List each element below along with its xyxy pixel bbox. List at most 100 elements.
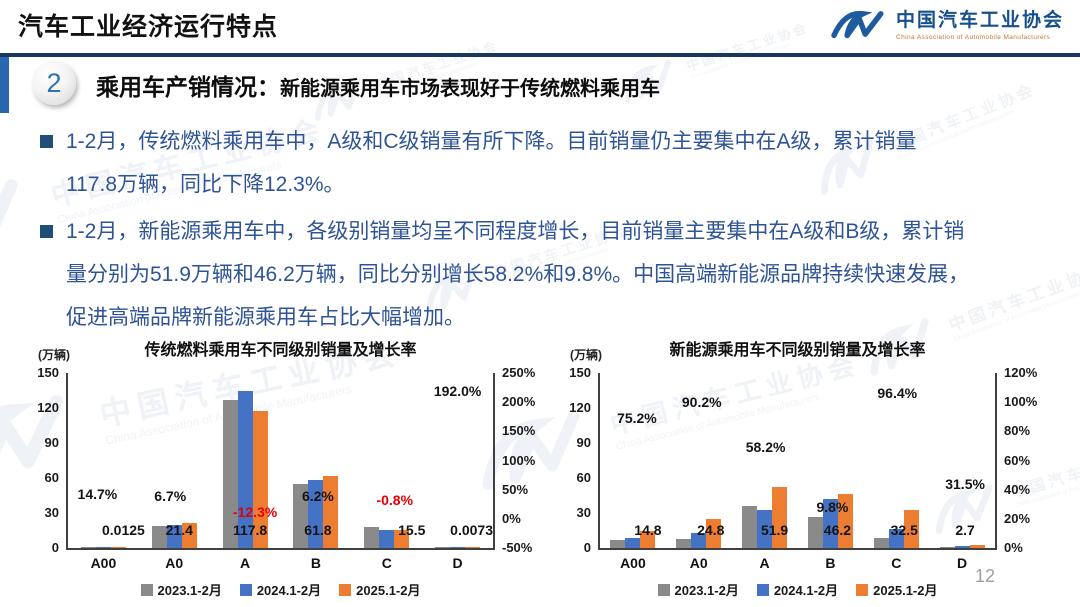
y-axis-line <box>66 373 68 548</box>
value-label: 61.8 <box>304 522 332 538</box>
bar <box>837 494 853 548</box>
secondary-axis-tick: 120% <box>1004 365 1038 380</box>
chart-nev-vehicles: 新能源乘用车不同级别销量及增长率 (万辆) 150 120 90 60 30 0 120% 100… <box>565 335 1075 607</box>
bar <box>822 498 838 548</box>
legend-swatch-icon <box>239 583 252 596</box>
legend-item: 2023.1-2月 <box>657 580 739 599</box>
secondary-axis-tick: 150% <box>502 423 536 439</box>
plot-area: 0.0125 21.4 117.8 61.8 15.5 0.0073 14.7% 6.7% -1… <box>68 373 493 548</box>
bar <box>80 547 96 548</box>
value-label: 2.7 <box>955 522 975 538</box>
bar <box>95 547 111 548</box>
bar <box>640 530 656 548</box>
left-accent-bar <box>0 57 9 113</box>
chart-unit-label: (万辆) <box>570 348 602 362</box>
bullet-text-line: 1-2月，传统燃料乘用车中，A级和C级销量有所下降。目前销量仍主要集中在A级，累… <box>66 130 917 153</box>
bar <box>742 506 758 548</box>
category-label: D <box>452 555 463 571</box>
chart-legend: 2023.1-2月 2024.1-2月 2025.1-2月 <box>600 580 995 599</box>
bar <box>237 391 253 548</box>
y-axis-tick: 150 <box>569 365 591 380</box>
bar <box>706 519 722 548</box>
secondary-axis-tick: 40% <box>1004 481 1031 497</box>
bullet-text-line: 促进高端品牌新能源乘用车占比大幅增加。 <box>66 306 465 329</box>
legend-item: 2024.1-2月 <box>756 580 838 599</box>
value-label: 46.2 <box>823 522 852 538</box>
bullet-square-icon <box>40 135 53 148</box>
legend-swatch-icon <box>756 583 769 596</box>
value-label: 32.5 <box>890 522 918 538</box>
y-axis-tick: 0 <box>51 540 59 555</box>
growth-label: 192.0% <box>433 383 482 399</box>
bar <box>691 532 707 548</box>
growth-label: -0.8% <box>376 492 414 508</box>
growth-label: -12.3% <box>232 504 278 520</box>
category-label: B <box>310 555 321 571</box>
secondary-axis-tick: 100% <box>1004 394 1038 410</box>
bar <box>252 410 268 548</box>
value-label: 0.0073 <box>450 522 493 538</box>
bar <box>807 516 823 548</box>
bar <box>110 547 126 548</box>
y-axis-tick: 0 <box>583 540 591 555</box>
bullet-item: 1-2月，新能源乘用车中，各级别销量均呈不同程度增长，目前销量主要集中在A级和B… <box>40 210 1054 339</box>
secondary-axis-tick: 200% <box>502 394 536 410</box>
y-axis-tick: 30 <box>576 505 591 520</box>
secondary-axis-line <box>493 373 495 548</box>
legend-item: 2024.1-2月 <box>239 580 321 599</box>
y-axis-line <box>598 373 600 548</box>
y-axis-tick: 60 <box>44 470 59 485</box>
growth-label: 90.2% <box>681 394 722 410</box>
growth-label: 58.2% <box>745 439 786 455</box>
secondary-axis-line <box>995 373 997 548</box>
chart-title: 新能源乘用车不同级别销量及增长率 <box>669 342 926 359</box>
bar <box>364 527 380 548</box>
y-axis-tick: 30 <box>44 505 59 520</box>
bar <box>888 528 904 548</box>
category-label: D <box>957 555 968 571</box>
bar <box>465 547 481 548</box>
growth-label: 96.4% <box>877 385 918 401</box>
growth-label: 31.5% <box>945 476 985 492</box>
y-axis-tick: 90 <box>44 435 59 450</box>
bar <box>181 523 197 548</box>
value-label: 24.8 <box>697 522 725 538</box>
x-axis-line <box>598 548 997 550</box>
secondary-axis-tick: 0% <box>1004 540 1023 555</box>
x-axis-line <box>66 548 495 550</box>
bar <box>151 526 167 548</box>
bar <box>610 539 626 548</box>
secondary-axis-tick: 80% <box>1004 423 1031 439</box>
category-label: A <box>759 555 770 571</box>
bar <box>625 538 641 548</box>
legend-label: 2023.1-2月 <box>157 583 222 598</box>
secondary-axis-tick: 250% <box>502 365 536 380</box>
y-axis-tick: 150 <box>37 365 59 380</box>
header-divider <box>0 53 1080 57</box>
y-axis-tick: 120 <box>37 400 59 415</box>
secondary-axis-tick: 20% <box>1004 510 1031 526</box>
bar <box>435 547 451 548</box>
y-axis-tick: 120 <box>569 400 591 415</box>
page-number: 12 <box>975 566 996 586</box>
category-label: B <box>825 555 836 571</box>
bar <box>222 399 238 548</box>
growth-label: 6.7% <box>154 488 187 504</box>
category-label: A0 <box>689 555 708 571</box>
bar <box>293 483 309 548</box>
chart-legend: 2023.1-2月 2024.1-2月 2025.1-2月 <box>68 580 493 599</box>
bar <box>757 509 773 548</box>
secondary-axis-tick: -50% <box>502 540 533 555</box>
legend-label: 2025.1-2月 <box>873 583 938 598</box>
value-label: 0.0125 <box>101 522 145 538</box>
value-label: 21.4 <box>165 522 193 538</box>
category-label: A <box>240 555 251 571</box>
bullet-square-icon <box>40 225 53 238</box>
legend-item: 2025.1-2月 <box>856 580 937 599</box>
org-name-cn: 中国汽车工业协会 <box>895 10 1064 32</box>
bar <box>676 538 692 548</box>
growth-label: 75.2% <box>617 410 657 426</box>
bar <box>323 475 339 548</box>
secondary-axis-tick: 60% <box>1004 452 1031 468</box>
